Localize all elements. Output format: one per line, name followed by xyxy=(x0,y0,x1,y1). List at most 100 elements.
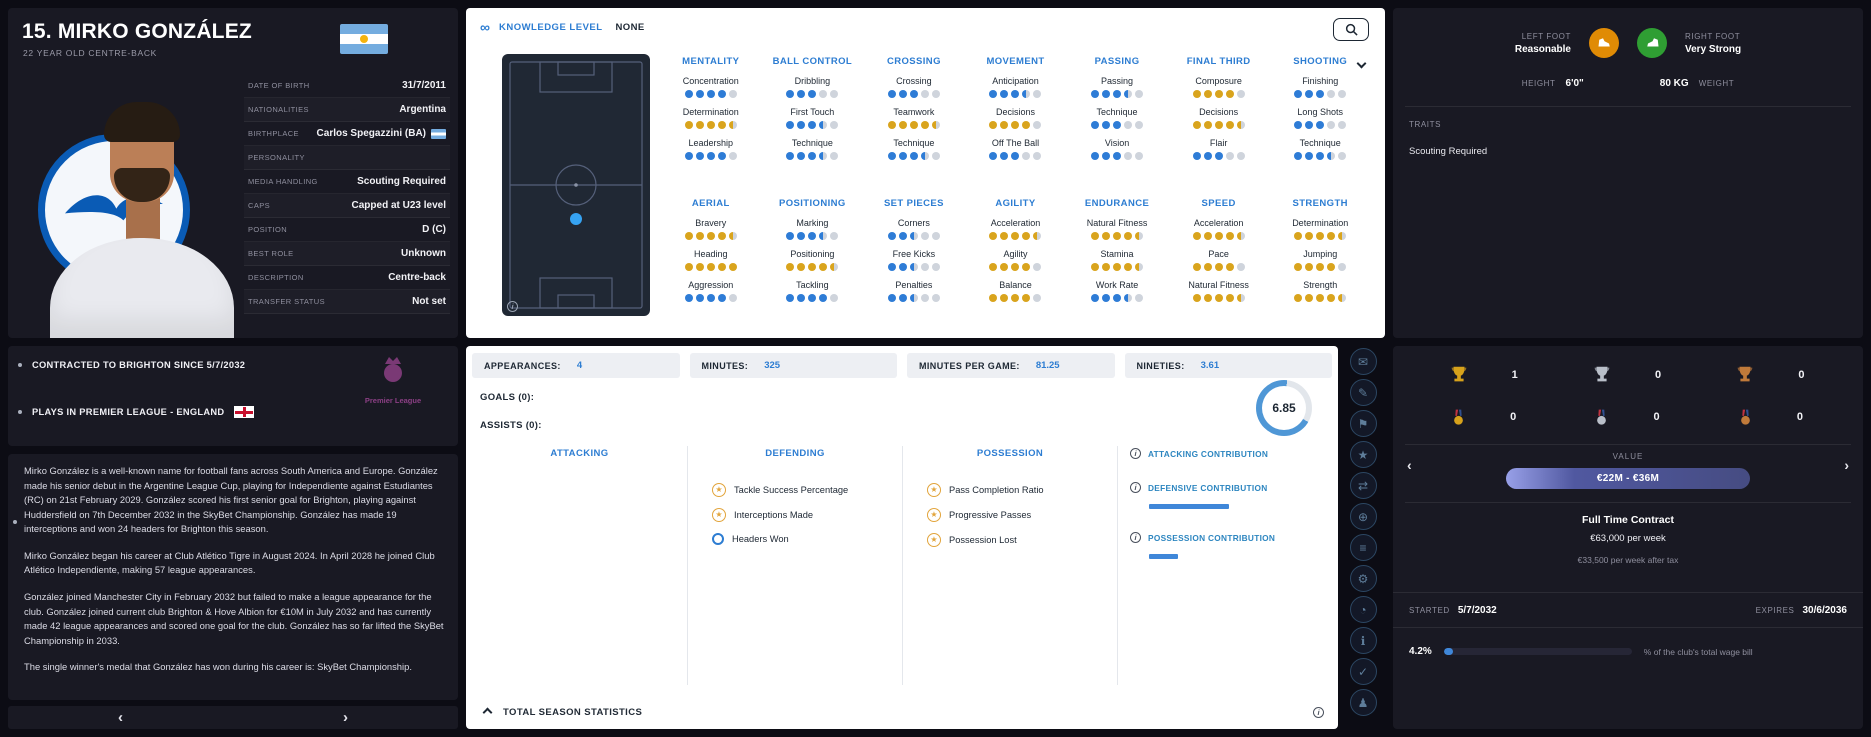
total-season-statistics-toggle[interactable]: TOTAL SEASON STATISTICS xyxy=(482,707,642,718)
rating-dot xyxy=(786,294,795,302)
attribute: Pace xyxy=(1170,249,1268,271)
star-icon: ★ xyxy=(927,533,941,547)
rating-dot xyxy=(695,294,704,302)
rating-dot xyxy=(1203,121,1212,129)
info-icon[interactable]: i xyxy=(507,301,518,312)
stat-item-label: Progressive Passes xyxy=(949,510,1032,520)
attribute-rating xyxy=(1170,90,1268,98)
stat-column-title: POSSESSION xyxy=(976,448,1044,459)
rating-dot xyxy=(1022,232,1031,240)
rating-dot xyxy=(1135,152,1144,160)
attribute-name: Acceleration xyxy=(1193,218,1244,228)
rating-dot xyxy=(706,121,715,129)
rating-dot xyxy=(1316,294,1325,302)
info-icon[interactable]: i xyxy=(1130,532,1141,543)
attribute-rating xyxy=(1271,90,1369,98)
bio-paragraph: Mirko González began his career at Club … xyxy=(24,549,435,576)
action-icon-2[interactable]: ✎ xyxy=(1349,379,1377,406)
rating-dot xyxy=(1022,90,1031,98)
attribute: Flair xyxy=(1170,138,1268,160)
attribute: Concentration xyxy=(662,76,760,98)
medal-cell: 0 xyxy=(1556,400,1699,434)
action-icon-4[interactable]: ★ xyxy=(1349,441,1377,468)
attribute: Penalties xyxy=(865,280,963,302)
info-icon[interactable]: i xyxy=(1313,707,1324,718)
action-icon-6[interactable]: ⊕ xyxy=(1349,503,1377,530)
attribute-rating xyxy=(764,263,862,271)
action-icon-9[interactable]: ◔ xyxy=(1349,596,1377,623)
rating-dot xyxy=(1000,152,1009,160)
rating-dot xyxy=(706,232,715,240)
attribute: Marking xyxy=(764,218,862,240)
attribute-group: CROSSING Crossing Teamwork Technique xyxy=(865,48,963,190)
rating-dot xyxy=(786,152,795,160)
rating-dot xyxy=(1316,263,1325,271)
rating-dot xyxy=(909,263,918,271)
height-label: HEIGHT xyxy=(1521,79,1556,88)
action-icon-5[interactable]: ⇄ xyxy=(1349,472,1377,499)
attribute: Off The Ball xyxy=(967,138,1065,160)
player-info-row: POSITION D (C) xyxy=(244,218,450,242)
attribute-group: MENTALITY Concentration Determination Leade… xyxy=(662,48,760,190)
season-stat-box: NINETIES: 3.61 xyxy=(1124,353,1332,378)
rating-dot xyxy=(1102,294,1111,302)
action-icon-7[interactable]: ≡ xyxy=(1349,534,1377,561)
info-icon[interactable]: i xyxy=(1130,448,1141,459)
info-row-value: D (C) xyxy=(422,224,446,235)
rating-dot xyxy=(1113,152,1122,160)
player-info-row: CAPS Capped at U23 level xyxy=(244,194,450,218)
rating-dot xyxy=(909,152,918,160)
info-row-value: Not set xyxy=(412,296,446,307)
attribute-name: Technique xyxy=(1096,107,1138,117)
attribute-group: AERIAL Bravery Heading Aggression xyxy=(662,190,760,332)
contribution-bar xyxy=(1149,554,1178,559)
rating-dot xyxy=(1135,294,1144,302)
rating-dot xyxy=(728,294,737,302)
value-next-arrow[interactable]: › xyxy=(1844,457,1849,473)
rating-dot xyxy=(706,90,715,98)
star-icon: ★ xyxy=(927,508,941,522)
attribute-group-title: AERIAL xyxy=(691,198,730,209)
attribute-name: Composure xyxy=(1195,76,1242,86)
right-foot-block: RIGHT FOOT Very Strong xyxy=(1685,32,1797,55)
trophy-count: 1 xyxy=(1511,369,1518,381)
value-prev-arrow[interactable]: ‹ xyxy=(1407,457,1412,473)
action-icon-1[interactable]: ✉ xyxy=(1349,348,1377,375)
attribute-name: Teamwork xyxy=(893,107,935,117)
action-icon-8[interactable]: ⚙ xyxy=(1349,565,1377,592)
rating-dot xyxy=(684,294,693,302)
rating-dot xyxy=(797,152,806,160)
search-button[interactable] xyxy=(1333,18,1369,41)
attribute-rating xyxy=(1271,232,1369,240)
rating-dot xyxy=(808,121,817,129)
rating-dot xyxy=(1000,90,1009,98)
rating-dot xyxy=(1294,152,1303,160)
attribute-rating xyxy=(1068,232,1166,240)
rating-dot xyxy=(1225,90,1234,98)
action-icon-10[interactable]: ℹ xyxy=(1349,627,1377,654)
rating-dot xyxy=(728,121,737,129)
bio-paragraph: The single winner's medal that González … xyxy=(24,661,412,673)
action-icon-12[interactable]: ♟ xyxy=(1349,689,1377,716)
action-icon-3[interactable]: ⚑ xyxy=(1349,410,1377,437)
player-photo xyxy=(38,72,243,338)
silver-medal-icon xyxy=(1592,407,1611,428)
player-info-row: BIRTHPLACE Carlos Spegazzini (BA) xyxy=(244,122,450,146)
season-stats-card: APPEARANCES: 4 MINUTES: 325 MINUTES PER GAME… xyxy=(466,346,1338,729)
height-value: 6'0" xyxy=(1565,78,1584,89)
rating-dot xyxy=(786,263,795,271)
value-label: VALUE xyxy=(1612,452,1644,461)
action-icon-11[interactable]: ✓ xyxy=(1349,658,1377,685)
rating-dot xyxy=(920,263,929,271)
rating-dot xyxy=(1327,90,1336,98)
next-page-arrow[interactable]: › xyxy=(343,709,348,726)
right-foot-value: Very Strong xyxy=(1685,43,1742,55)
bio-paragraph: González joined Manchester City in Febru… xyxy=(24,591,444,646)
prev-page-arrow[interactable]: ‹ xyxy=(118,709,123,726)
info-icon[interactable]: i xyxy=(1130,482,1141,493)
attribute-name: Aggression xyxy=(688,280,734,290)
attribute: Crossing xyxy=(865,76,963,98)
rating-dot xyxy=(1294,263,1303,271)
attribute-rating xyxy=(1271,263,1369,271)
attribute-rating xyxy=(764,121,862,129)
